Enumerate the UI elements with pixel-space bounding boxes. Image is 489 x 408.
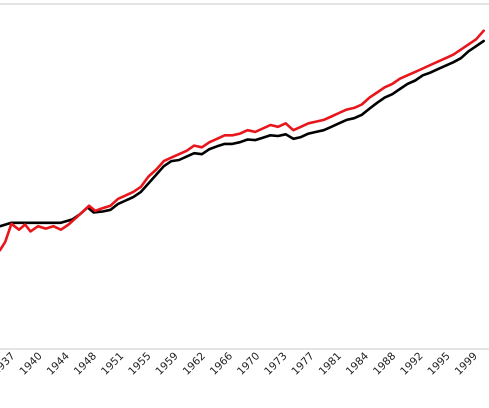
x-tick-label: 1948 xyxy=(72,350,99,377)
x-tick-label: 1977 xyxy=(289,350,316,377)
x-tick-label: 1988 xyxy=(371,350,398,377)
x-tick-label: 1973 xyxy=(262,350,289,377)
series-layer xyxy=(0,29,485,252)
x-tick-label: 1937 xyxy=(0,350,18,377)
x-tick-label: 1951 xyxy=(99,350,126,377)
x-tick-label: 1981 xyxy=(317,350,344,377)
x-tick-label: 1970 xyxy=(235,350,262,377)
x-tick-label: 1955 xyxy=(126,350,153,377)
x-tick-label: 1944 xyxy=(45,350,73,378)
x-tick-label: 1984 xyxy=(344,350,372,378)
x-tick-label: 1959 xyxy=(153,350,180,377)
x-tick-label: 1992 xyxy=(398,350,425,377)
series-line-0 xyxy=(0,39,485,228)
series-line-1 xyxy=(0,29,485,252)
x-tick-label: 1999 xyxy=(453,350,480,377)
plot-frame xyxy=(0,3,489,350)
x-tick-label: 1966 xyxy=(208,350,236,378)
x-tick-label: 1962 xyxy=(181,350,208,377)
x-tick-labels: 1937 1940 1944 1948 1951 1955 1959 1962 1966 1970… xyxy=(0,350,480,378)
x-tick-label: 1940 xyxy=(17,350,44,377)
x-tick-label: 1995 xyxy=(425,350,452,377)
